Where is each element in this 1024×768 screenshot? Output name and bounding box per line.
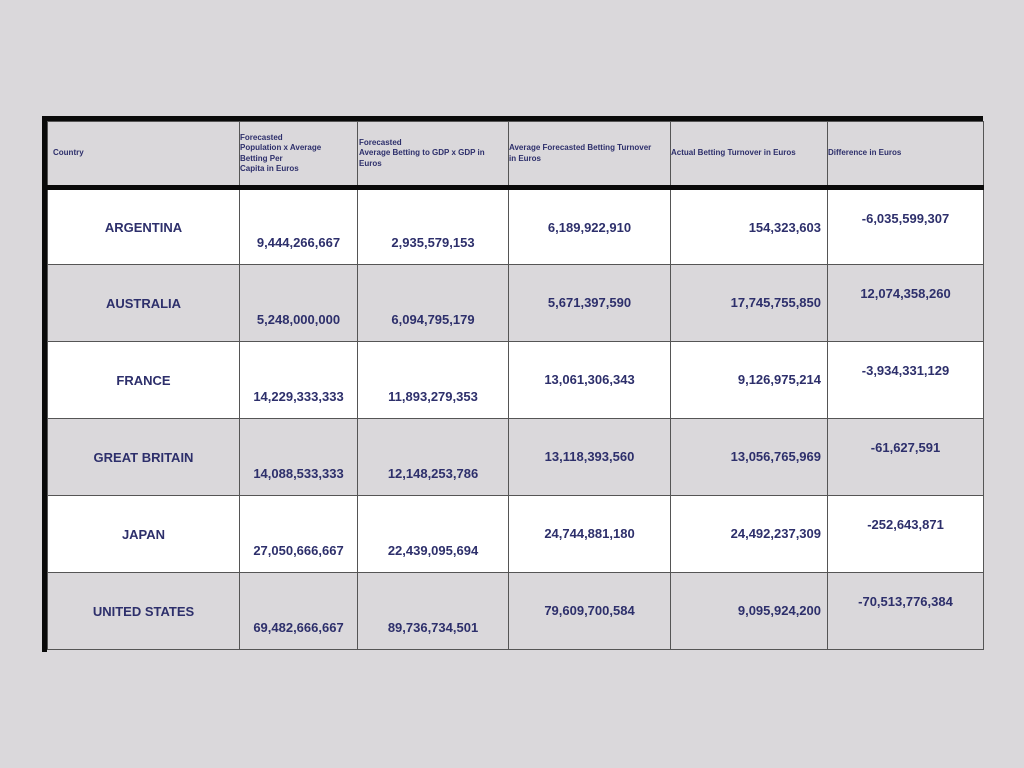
table-row: ARGENTINA 9,444,266,667 2,935,579,153 6,… (47, 187, 984, 265)
difference-value: -61,627,591 (870, 440, 941, 455)
forecasted-population-cell: 14,088,533,333 (239, 418, 358, 496)
difference-value: 12,074,358,260 (860, 286, 951, 301)
actual-turnover-value: 24,492,237,309 (730, 526, 821, 541)
country-cell: AUSTRALIA (47, 264, 240, 342)
difference-cell: -6,035,599,307 (827, 187, 984, 265)
actual-turnover-cell: 13,056,765,969 (670, 418, 828, 496)
average-forecasted-value: 6,189,922,910 (547, 220, 632, 235)
table-row: UNITED STATES 69,482,666,667 89,736,734,… (47, 572, 984, 650)
difference-value: -252,643,871 (867, 517, 944, 532)
forecasted-gdp-value: 11,893,279,353 (388, 389, 478, 404)
average-forecasted-value: 13,118,393,560 (544, 449, 635, 464)
actual-turnover-cell: 17,745,755,850 (670, 264, 828, 342)
forecasted-population-cell: 69,482,666,667 (239, 572, 358, 650)
betting-turnover-table-container: Country Forecasted Population x Average … (42, 116, 984, 652)
average-forecasted-cell: 24,744,881,180 (508, 495, 671, 573)
country-cell: UNITED STATES (47, 572, 240, 650)
average-forecasted-cell: 13,118,393,560 (508, 418, 671, 496)
header-difference: Difference in Euros (827, 121, 984, 190)
table-row: GREAT BRITAIN 14,088,533,333 12,148,253,… (47, 418, 984, 496)
average-forecasted-cell: 6,189,922,910 (508, 187, 671, 265)
country-cell: GREAT BRITAIN (47, 418, 240, 496)
forecasted-population-cell: 27,050,666,667 (239, 495, 358, 573)
header-forecasted-population: Forecasted Population x Average Betting … (239, 121, 358, 190)
difference-cell: -70,513,776,384 (827, 572, 984, 650)
table-row: AUSTRALIA 5,248,000,000 6,094,795,179 5,… (47, 264, 984, 342)
betting-turnover-table: Country Forecasted Population x Average … (47, 121, 984, 650)
header-forecasted-gdp: Forecasted Average Betting to GDP x GDP … (357, 121, 509, 190)
average-forecasted-cell: 13,061,306,343 (508, 341, 671, 419)
forecasted-gdp-cell: 6,094,795,179 (357, 264, 509, 342)
actual-turnover-cell: 24,492,237,309 (670, 495, 828, 573)
difference-cell: 12,074,358,260 (827, 264, 984, 342)
forecasted-gdp-cell: 11,893,279,353 (357, 341, 509, 419)
average-forecasted-value: 79,609,700,584 (544, 603, 635, 618)
actual-turnover-cell: 154,323,603 (670, 187, 828, 265)
forecasted-gdp-cell: 22,439,095,694 (357, 495, 509, 573)
forecasted-gdp-cell: 89,736,734,501 (357, 572, 509, 650)
actual-turnover-value: 13,056,765,969 (730, 449, 821, 464)
header-country: Country (47, 121, 240, 190)
forecasted-gdp-value: 12,148,253,786 (387, 466, 479, 481)
table-row: FRANCE 14,229,333,333 11,893,279,353 13,… (47, 341, 984, 419)
actual-turnover-cell: 9,126,975,214 (670, 341, 828, 419)
forecasted-gdp-value: 2,935,579,153 (391, 235, 475, 250)
forecasted-population-cell: 9,444,266,667 (239, 187, 358, 265)
forecasted-population-value: 27,050,666,667 (253, 543, 344, 558)
forecasted-population-value: 9,444,266,667 (256, 235, 341, 250)
average-forecasted-value: 5,671,397,590 (547, 295, 632, 310)
forecasted-gdp-cell: 12,148,253,786 (357, 418, 509, 496)
country-cell: ARGENTINA (47, 187, 240, 265)
average-forecasted-cell: 5,671,397,590 (508, 264, 671, 342)
forecasted-gdp-value: 6,094,795,179 (391, 312, 475, 327)
difference-value: -6,035,599,307 (861, 211, 950, 226)
average-forecasted-value: 13,061,306,343 (544, 372, 635, 387)
actual-turnover-value: 9,095,924,200 (737, 603, 821, 618)
difference-cell: -3,934,331,129 (827, 341, 984, 419)
forecasted-population-cell: 14,229,333,333 (239, 341, 358, 419)
forecasted-population-value: 69,482,666,667 (253, 620, 344, 635)
difference-cell: -61,627,591 (827, 418, 984, 496)
forecasted-gdp-value: 22,439,095,694 (387, 543, 479, 558)
average-forecasted-value: 24,744,881,180 (544, 526, 635, 541)
header-actual-turnover: Actual Betting Turnover in Euros (670, 121, 828, 190)
actual-turnover-value: 17,745,755,850 (730, 295, 821, 310)
table-header-row: Country Forecasted Population x Average … (47, 121, 984, 190)
forecasted-population-value: 14,088,533,333 (253, 466, 344, 481)
forecasted-gdp-value: 89,736,734,501 (387, 620, 479, 635)
forecasted-gdp-cell: 2,935,579,153 (357, 187, 509, 265)
country-cell: FRANCE (47, 341, 240, 419)
actual-turnover-value: 9,126,975,214 (737, 372, 821, 387)
actual-turnover-value: 154,323,603 (748, 220, 821, 235)
country-cell: JAPAN (47, 495, 240, 573)
table-row: JAPAN 27,050,666,667 22,439,095,694 24,7… (47, 495, 984, 573)
forecasted-population-value: 5,248,000,000 (256, 312, 341, 327)
average-forecasted-cell: 79,609,700,584 (508, 572, 671, 650)
difference-cell: -252,643,871 (827, 495, 984, 573)
forecasted-population-cell: 5,248,000,000 (239, 264, 358, 342)
forecasted-population-value: 14,229,333,333 (253, 389, 344, 404)
difference-value: -70,513,776,384 (858, 594, 953, 609)
actual-turnover-cell: 9,095,924,200 (670, 572, 828, 650)
header-average-forecasted: Average Forecasted Betting Turnover in E… (508, 121, 671, 190)
difference-value: -3,934,331,129 (861, 363, 950, 378)
